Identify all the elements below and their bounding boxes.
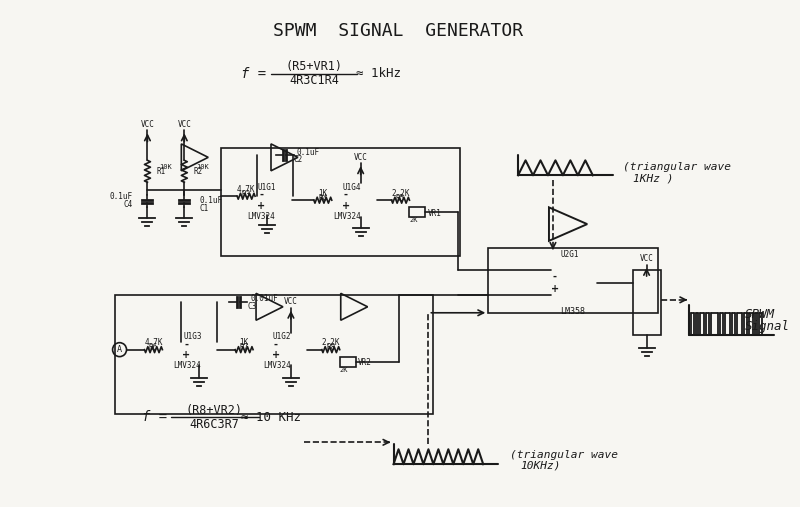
Bar xyxy=(114,295,434,414)
Text: U1G2: U1G2 xyxy=(273,332,291,341)
Text: R4: R4 xyxy=(318,194,327,203)
Text: LMV324: LMV324 xyxy=(247,211,275,221)
Text: LMV324: LMV324 xyxy=(333,211,361,221)
Text: U2G1: U2G1 xyxy=(561,250,579,260)
Text: VR2: VR2 xyxy=(358,358,371,367)
Text: R7: R7 xyxy=(239,343,249,352)
Text: +: + xyxy=(551,284,559,294)
Text: 2K: 2K xyxy=(340,367,348,373)
Text: (triangular wave: (triangular wave xyxy=(510,450,618,460)
Text: (R8+VR2): (R8+VR2) xyxy=(186,404,242,417)
Text: 2.2K: 2.2K xyxy=(391,189,410,198)
Text: R1: R1 xyxy=(157,167,166,176)
Text: -: - xyxy=(553,272,557,282)
Text: C2: C2 xyxy=(294,155,303,164)
Text: f =: f = xyxy=(242,66,266,81)
Text: U1G4: U1G4 xyxy=(342,183,361,192)
Text: 10K: 10K xyxy=(196,164,209,170)
Text: 0.1uF: 0.1uF xyxy=(297,148,320,157)
Text: ≈ 1kHz: ≈ 1kHz xyxy=(356,67,401,80)
Text: (R5+VR1): (R5+VR1) xyxy=(286,60,342,73)
Text: 4.7K: 4.7K xyxy=(144,338,162,347)
Text: VR1: VR1 xyxy=(427,209,442,218)
Text: 1KHz ): 1KHz ) xyxy=(633,173,673,183)
Text: Signal: Signal xyxy=(746,320,790,333)
Text: 0.01uF: 0.01uF xyxy=(250,295,278,303)
Text: VCC: VCC xyxy=(640,255,654,264)
Text: +: + xyxy=(182,350,190,360)
Text: VCC: VCC xyxy=(178,120,191,129)
Text: R6: R6 xyxy=(149,343,158,352)
Text: -: - xyxy=(274,339,278,349)
Text: +: + xyxy=(272,350,280,360)
Text: R8: R8 xyxy=(326,343,335,352)
Bar xyxy=(340,356,356,367)
Bar xyxy=(221,149,460,256)
Text: +: + xyxy=(257,201,265,210)
Text: -: - xyxy=(344,190,348,200)
Text: C3: C3 xyxy=(247,302,256,311)
Text: LM358: LM358 xyxy=(560,307,586,316)
Text: 0.1uF: 0.1uF xyxy=(110,192,133,201)
Text: f =: f = xyxy=(142,410,167,424)
Text: C1: C1 xyxy=(199,204,209,212)
Text: ≈ 10 KHz: ≈ 10 KHz xyxy=(241,411,301,424)
Text: LMV324: LMV324 xyxy=(263,361,291,370)
Text: 4R6C3R7: 4R6C3R7 xyxy=(190,418,239,431)
Text: R5: R5 xyxy=(396,194,405,203)
Text: 1K: 1K xyxy=(239,338,249,347)
Text: VCC: VCC xyxy=(141,120,154,129)
Text: 0.1uF: 0.1uF xyxy=(199,196,222,205)
Text: 4R3C1R4: 4R3C1R4 xyxy=(289,74,338,87)
Text: -: - xyxy=(259,190,263,200)
Text: C4: C4 xyxy=(123,200,133,209)
Bar xyxy=(488,248,658,313)
Text: 10K: 10K xyxy=(159,164,172,170)
Text: 10KHz): 10KHz) xyxy=(520,460,561,470)
Text: SPWM: SPWM xyxy=(746,308,775,321)
Bar xyxy=(410,207,426,217)
Text: +: + xyxy=(342,201,350,210)
Text: 4.7K: 4.7K xyxy=(237,185,255,194)
Text: LMV324: LMV324 xyxy=(174,361,201,370)
Text: 2.2K: 2.2K xyxy=(322,338,340,347)
Text: 1K: 1K xyxy=(318,189,327,198)
Text: VCC: VCC xyxy=(354,153,367,162)
Text: A: A xyxy=(117,345,122,354)
Text: U1G1: U1G1 xyxy=(258,183,276,192)
Text: -: - xyxy=(184,339,188,349)
Text: 2K: 2K xyxy=(410,217,418,223)
Text: SPWM  SIGNAL  GENERATOR: SPWM SIGNAL GENERATOR xyxy=(274,22,523,40)
Text: (triangular wave: (triangular wave xyxy=(622,162,730,172)
Text: R3: R3 xyxy=(242,190,250,199)
Text: R2: R2 xyxy=(194,167,202,176)
Text: U1G3: U1G3 xyxy=(183,332,202,341)
Text: VCC: VCC xyxy=(284,297,298,306)
Bar xyxy=(633,270,661,335)
